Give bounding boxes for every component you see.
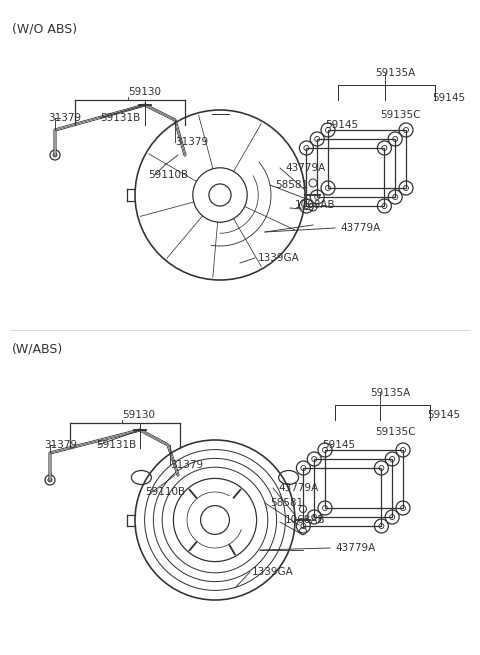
Circle shape <box>50 150 60 160</box>
Text: 1068AB: 1068AB <box>285 515 325 525</box>
Text: 43779A: 43779A <box>340 223 380 233</box>
Text: 59135C: 59135C <box>375 427 416 437</box>
Text: 59135C: 59135C <box>380 110 420 120</box>
Text: 59110B: 59110B <box>148 170 188 180</box>
Text: 59131B: 59131B <box>96 440 136 450</box>
Text: 1339GA: 1339GA <box>258 253 300 263</box>
Text: 31379: 31379 <box>170 460 203 470</box>
Text: 59135A: 59135A <box>375 68 415 78</box>
Text: 1339GA: 1339GA <box>252 567 294 577</box>
Text: (W/ABS): (W/ABS) <box>12 342 63 355</box>
Text: 31379: 31379 <box>44 440 77 450</box>
Text: 43779A: 43779A <box>285 163 325 173</box>
Text: 58581: 58581 <box>270 498 303 508</box>
Text: 59145: 59145 <box>432 93 465 103</box>
Text: 59145: 59145 <box>322 440 355 450</box>
Text: 59130: 59130 <box>122 410 155 420</box>
Circle shape <box>45 475 55 485</box>
Text: 1068AB: 1068AB <box>295 200 336 210</box>
Text: 59145: 59145 <box>325 120 358 130</box>
Text: 58581: 58581 <box>275 180 308 190</box>
Text: 59130: 59130 <box>128 87 161 97</box>
Text: 59135A: 59135A <box>370 388 410 398</box>
Text: 59145: 59145 <box>427 410 460 420</box>
Text: 31379: 31379 <box>175 137 208 147</box>
Text: 59110B: 59110B <box>145 487 185 497</box>
Text: 31379: 31379 <box>48 113 81 123</box>
Text: 43779A: 43779A <box>278 483 318 493</box>
Text: (W/O ABS): (W/O ABS) <box>12 22 77 35</box>
Text: 59131B: 59131B <box>100 113 140 123</box>
Text: 43779A: 43779A <box>335 543 375 553</box>
